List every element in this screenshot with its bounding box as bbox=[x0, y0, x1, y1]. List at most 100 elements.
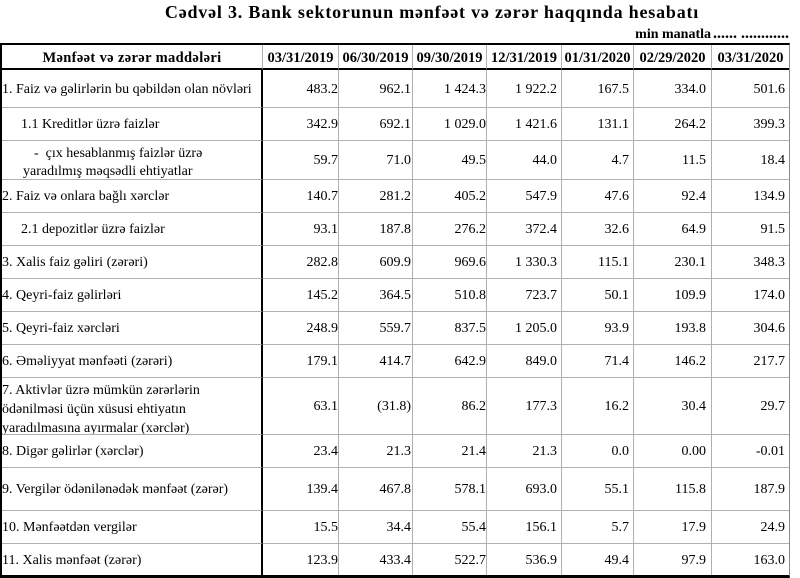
value-cell: 146.2 bbox=[634, 345, 712, 378]
value-cell: 115.8 bbox=[634, 468, 712, 511]
row-label: - çıx hesablanmış faizlər üzrə yaradılmış… bbox=[2, 141, 263, 180]
value-cell: 50.1 bbox=[562, 279, 634, 312]
row-label: 2.1 depozitlər üzrə faizlər bbox=[2, 213, 263, 246]
value-cell: 0.0 bbox=[562, 435, 634, 468]
value-cell: 17.9 bbox=[634, 511, 712, 544]
value-cell: 49.4 bbox=[562, 544, 634, 575]
value-cell: 342.9 bbox=[263, 108, 339, 141]
value-cell: 1 330.3 bbox=[487, 246, 562, 279]
row-label: 7. Aktivlər üzrə mümkün zərərlərin ödənil… bbox=[2, 378, 263, 435]
dotted-leader: ...... ............ bbox=[713, 26, 789, 42]
col-header-date: 03/31/2019 bbox=[263, 45, 339, 70]
value-cell: 483.2 bbox=[263, 70, 339, 108]
value-cell: 21.3 bbox=[487, 435, 562, 468]
value-cell: 578.1 bbox=[413, 468, 487, 511]
value-cell: 692.1 bbox=[339, 108, 413, 141]
value-cell: 559.7 bbox=[339, 312, 413, 345]
value-cell: 63.1 bbox=[263, 378, 339, 435]
value-cell: 97.9 bbox=[634, 544, 712, 575]
value-cell: 55.1 bbox=[562, 468, 634, 511]
row-label-line: 7. Aktivlər üzrə mümkün zərərlərin bbox=[2, 383, 200, 398]
row-label-text: 8. Digər gəlirlər (xərclər) bbox=[2, 444, 144, 459]
row-label-line: yaradılmış məqsədli ehtiyatlar bbox=[23, 163, 193, 179]
value-cell: 109.9 bbox=[634, 279, 712, 312]
value-cell: 969.6 bbox=[413, 246, 487, 279]
row-label: 2. Faiz və onlara bağlı xərclər bbox=[2, 180, 263, 213]
value-cell: 609.9 bbox=[339, 246, 413, 279]
value-cell: 64.9 bbox=[634, 213, 712, 246]
value-cell: 187.9 bbox=[712, 468, 789, 511]
value-cell: 34.4 bbox=[339, 511, 413, 544]
page-title: Cədvəl 3. Bank sektorunun mənfəət və zər… bbox=[164, 2, 700, 22]
value-cell: 71.0 bbox=[339, 141, 413, 180]
value-cell: 123.9 bbox=[263, 544, 339, 575]
value-cell: 1 029.0 bbox=[413, 108, 487, 141]
value-cell: 174.0 bbox=[712, 279, 789, 312]
value-cell: 467.8 bbox=[339, 468, 413, 511]
row-label: 9. Vergilər ödənilənədək mənfəət (zərər) bbox=[2, 468, 263, 511]
value-cell: 723.7 bbox=[487, 279, 562, 312]
value-cell: 5.7 bbox=[562, 511, 634, 544]
value-cell: 281.2 bbox=[339, 180, 413, 213]
value-cell: 140.7 bbox=[263, 180, 339, 213]
row-label-text: 5. Qeyri-faiz xərcləri bbox=[2, 321, 120, 336]
value-cell: 522.7 bbox=[413, 544, 487, 575]
value-cell: 849.0 bbox=[487, 345, 562, 378]
value-cell: -0.01 bbox=[712, 435, 789, 468]
value-cell: 93.9 bbox=[562, 312, 634, 345]
row-label-text: 9. Vergilər ödənilənədək mənfəət (zərər) bbox=[2, 482, 229, 497]
value-cell: 71.4 bbox=[562, 345, 634, 378]
value-cell: 23.4 bbox=[263, 435, 339, 468]
row-label: 3. Xalis faiz gəliri (zərəri) bbox=[2, 246, 263, 279]
value-cell: 21.4 bbox=[413, 435, 487, 468]
value-cell: 4.7 bbox=[562, 141, 634, 180]
value-cell: 547.9 bbox=[487, 180, 562, 213]
value-cell: 86.2 bbox=[413, 378, 487, 435]
row-label-text: 6. Əməliyyat mənfəəti (zərəri) bbox=[2, 354, 173, 369]
value-cell: 21.3 bbox=[339, 435, 413, 468]
value-cell: 1 205.0 bbox=[487, 312, 562, 345]
value-cell: 217.7 bbox=[712, 345, 789, 378]
value-cell: 536.9 bbox=[487, 544, 562, 575]
col-header-date: 02/29/2020 bbox=[634, 45, 712, 70]
value-cell: 156.1 bbox=[487, 511, 562, 544]
col-header-date: 12/31/2019 bbox=[487, 45, 562, 70]
row-label-text: 4. Qeyri-faiz gəlirləri bbox=[2, 288, 122, 303]
row-label: 4. Qeyri-faiz gəlirləri bbox=[2, 279, 263, 312]
row-label: 5. Qeyri-faiz xərcləri bbox=[2, 312, 263, 345]
value-cell: 167.5 bbox=[562, 70, 634, 108]
value-cell: 962.1 bbox=[339, 70, 413, 108]
value-cell: 11.5 bbox=[634, 141, 712, 180]
value-cell: 163.0 bbox=[753, 552, 786, 568]
value-cell: 49.5 bbox=[413, 141, 487, 180]
value-cell: 59.7 bbox=[263, 141, 339, 180]
value-cell: 837.5 bbox=[413, 312, 487, 345]
unit-note: min manatla bbox=[635, 27, 711, 42]
value-cell: 91.5 bbox=[712, 213, 789, 246]
value-cell: 32.6 bbox=[562, 213, 634, 246]
value-cell: 276.2 bbox=[413, 213, 487, 246]
col-header-date: 03/31/2020 bbox=[712, 45, 789, 70]
row-label-text: 2. Faiz və onlara bağlı xərclər bbox=[2, 189, 170, 204]
row-label-text: 7. Aktivlər üzrə mümkün zərərlərin ödənil… bbox=[2, 382, 258, 434]
value-cell: 230.1 bbox=[634, 246, 712, 279]
value-cell: 248.9 bbox=[263, 312, 339, 345]
profit-loss-table: Mənfəət və zərər maddələri 03/31/2019 06… bbox=[0, 43, 790, 578]
row-label: 6. Əməliyyat mənfəəti (zərəri) bbox=[2, 345, 263, 378]
value-cell: 693.0 bbox=[487, 468, 562, 511]
row-label-text: 1. Faiz və gəlirlərin bu qəbildən olan n… bbox=[2, 81, 252, 97]
row-label: 1. Faiz və gəlirlərin bu qəbildən olan n… bbox=[2, 70, 263, 108]
value-cell: 92.4 bbox=[634, 180, 712, 213]
row-label: 8. Digər gəlirlər (xərclər) bbox=[2, 435, 263, 468]
value-cell: 145.2 bbox=[263, 279, 339, 312]
value-cell: 414.7 bbox=[339, 345, 413, 378]
value-cell: 364.5 bbox=[339, 279, 413, 312]
col-header-items: Mənfəət və zərər maddələri bbox=[2, 45, 263, 70]
row-label-text: 2.1 depozitlər üzrə faizlər bbox=[21, 222, 165, 237]
value-cell: 44.0 bbox=[487, 141, 562, 180]
value-cell: 0.00 bbox=[634, 435, 712, 468]
col-header-date: 06/30/2019 bbox=[339, 45, 413, 70]
value-cell: 55.4 bbox=[413, 511, 487, 544]
value-cell: 134.9 bbox=[712, 180, 789, 213]
